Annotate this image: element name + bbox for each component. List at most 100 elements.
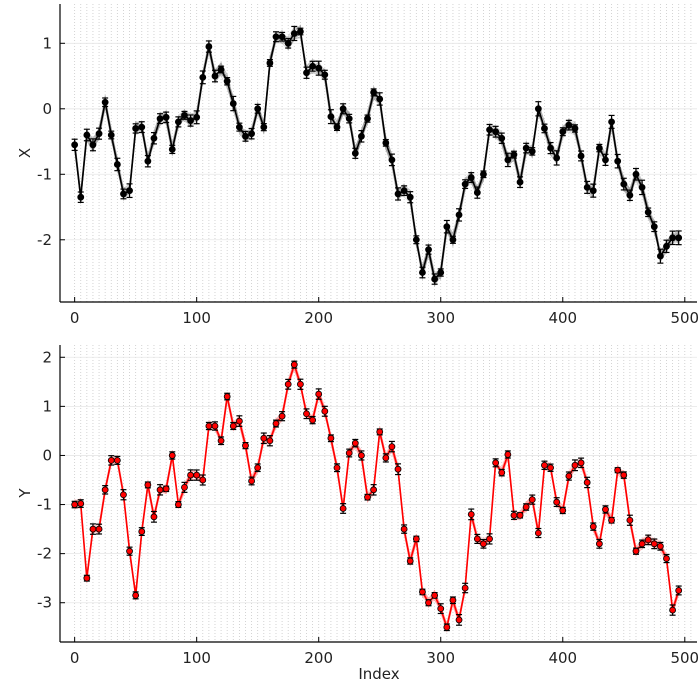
data-point	[504, 156, 512, 164]
data-point	[297, 380, 304, 388]
data-point	[626, 191, 634, 199]
data-point	[620, 180, 628, 188]
data-point	[132, 591, 140, 599]
data-point	[333, 123, 341, 131]
data-point	[388, 156, 396, 164]
data-point	[77, 193, 85, 201]
panel-x-series	[71, 25, 683, 285]
data-point	[602, 506, 609, 513]
data-point	[278, 33, 286, 41]
data-point	[345, 449, 353, 457]
data-point	[321, 71, 329, 79]
data-point	[156, 486, 164, 494]
data-point	[541, 125, 548, 132]
data-point	[553, 154, 561, 162]
data-point	[632, 170, 640, 178]
data-point	[400, 187, 408, 195]
data-point	[644, 536, 652, 544]
y-tick-label: 0	[42, 100, 52, 118]
data-point	[510, 511, 518, 519]
data-point	[516, 511, 524, 519]
data-point	[156, 115, 164, 123]
data-point	[602, 156, 609, 164]
data-point	[486, 126, 493, 134]
data-point	[242, 442, 249, 450]
data-point	[290, 30, 298, 37]
data-point	[675, 234, 683, 242]
data-point	[303, 410, 310, 418]
series-line	[73, 30, 679, 281]
data-point	[132, 125, 140, 132]
data-point	[321, 407, 329, 415]
data-point	[382, 139, 390, 147]
data-point	[327, 434, 335, 442]
data-point	[120, 190, 127, 198]
data-point	[669, 606, 676, 614]
data-point	[150, 134, 158, 142]
data-point	[284, 380, 292, 388]
data-point	[266, 437, 274, 445]
data-point	[528, 147, 536, 155]
data-point	[217, 66, 225, 73]
data-point	[345, 115, 353, 123]
data-point	[242, 132, 249, 140]
data-point	[425, 599, 432, 607]
data-point	[443, 223, 451, 231]
data-point	[358, 452, 365, 459]
x-tick-label: 300	[426, 649, 455, 667]
data-point	[577, 459, 585, 467]
data-point	[412, 236, 420, 244]
data-point	[150, 513, 158, 521]
x-tick-label: 100	[182, 309, 211, 327]
data-point	[187, 117, 194, 124]
data-point	[595, 540, 603, 548]
data-point	[101, 98, 109, 106]
data-point	[297, 28, 304, 35]
x-tick-label: 100	[182, 649, 211, 667]
data-point	[162, 485, 170, 493]
data-point	[632, 547, 640, 555]
data-point	[669, 234, 676, 242]
data-point	[626, 516, 634, 524]
data-point	[461, 584, 469, 592]
data-point	[437, 269, 445, 276]
data-point	[223, 393, 231, 400]
data-point	[571, 461, 579, 469]
data-point	[199, 73, 207, 81]
data-point	[638, 540, 646, 548]
data-point	[101, 486, 109, 494]
data-point	[480, 540, 487, 548]
x-tick-label: 200	[304, 309, 333, 327]
data-point	[107, 131, 115, 139]
data-point	[675, 587, 683, 594]
data-point	[406, 557, 414, 565]
data-point	[559, 507, 567, 514]
data-point	[431, 591, 439, 599]
data-point	[83, 131, 91, 139]
data-point	[443, 623, 451, 631]
data-point	[370, 89, 378, 96]
data-point	[620, 471, 628, 479]
data-point	[528, 496, 536, 504]
data-point	[83, 574, 91, 582]
data-point	[534, 529, 542, 537]
data-point	[309, 416, 317, 424]
data-point	[333, 464, 341, 472]
data-point	[608, 516, 615, 524]
y-tick-label: 1	[42, 397, 52, 415]
y-tick-label: -3	[37, 594, 52, 612]
data-point	[480, 170, 487, 178]
data-point	[522, 503, 530, 511]
data-point	[254, 105, 262, 113]
x-tick-label: 0	[70, 309, 80, 327]
x-tick-label: 300	[426, 309, 455, 327]
data-point	[303, 69, 310, 77]
data-point	[656, 542, 664, 550]
data-point	[315, 390, 323, 398]
data-point	[559, 128, 567, 136]
data-point	[71, 501, 79, 508]
data-point	[534, 105, 542, 113]
data-point	[278, 412, 286, 420]
data-point	[437, 605, 445, 613]
